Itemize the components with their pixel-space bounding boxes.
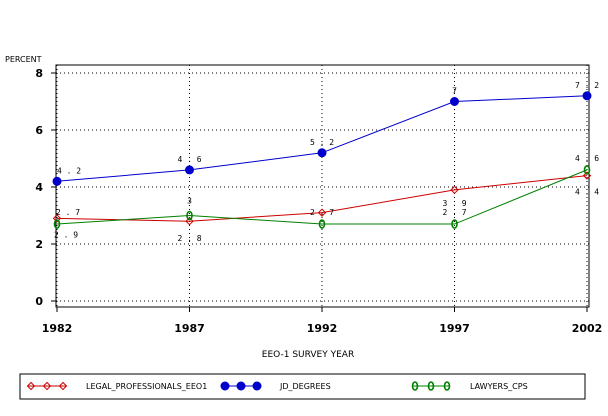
legend-label-lawyers-cps: LAWYERS_CPS [470,382,528,391]
x-tick-label: 1997 [439,322,470,335]
data-point-lawyers-cps [318,219,326,229]
grid [56,65,589,307]
data-label-jd-degrees: 4 . 6 [177,155,201,164]
legend-marker-legal-professionals-eeo1 [26,381,36,391]
legend-marker-jd-degrees [252,381,262,391]
legend-label-legal-professionals-eeo1: LEGAL_PROFESSIONALS_EEO1 [86,382,207,391]
series-group [52,91,592,229]
y-tick-label: 8 [35,67,43,80]
data-point-legal-professionals-eeo1 [317,208,327,217]
data-label-legal-professionals-eeo1: 3 . 9 [442,199,466,208]
x-axis: 1982 1987 1992 1997 2002 [42,307,603,335]
data-labels: 2 . 9 2 . 8 3 . 9 4 . 4 4 . 2 4 . 6 5 . 2 7 7 . … [54,81,599,243]
data-label-lawyers-cps: 2 . 7 [56,208,80,217]
legend-label-jd-degrees: JD_DEGREES [279,382,331,391]
data-point-legal-professionals-eeo1 [52,214,62,223]
data-label-legal-professionals-eeo1: 2 . 9 [54,230,78,239]
data-label-lawyers-cps: 2 . 7 [310,208,334,217]
y-axis-label: PERCENT [5,55,42,64]
data-label-jd-degrees: 7 . 2 [575,81,599,90]
data-point-lawyers-cps [186,210,193,221]
data-point-lawyers-cps [451,219,458,229]
legend-items: LEGAL_PROFESSIONALS_EEO1 JD_DEGREES LAWYER… [26,381,528,391]
data-label-lawyers-cps: 2 . 7 [442,208,466,217]
data-point-legal-professionals-eeo1 [185,216,194,226]
legend-marker-jd-degrees [236,381,246,391]
data-point-lawyers-cps [583,165,591,175]
data-point-legal-professionals-eeo1 [582,171,592,180]
legend-marker-legal-professionals-eeo1 [58,381,68,391]
series-line-lawyers-cps [56,169,588,225]
data-point-jd-degrees [52,176,62,186]
data-label-jd-degrees: 5 . 2 [310,138,334,147]
x-tick-label: 2002 [572,322,603,335]
y-tick-label: 6 [35,124,43,137]
y-axis: 0 2 4 6 8 [35,67,56,308]
data-label-jd-degrees: 7 [452,87,457,96]
legend [19,373,586,400]
x-tick-label: 1987 [174,322,205,335]
data-point-jd-degrees [582,91,592,101]
data-label-jd-degrees: 4 . 2 [57,166,81,175]
data-point-lawyers-cps [53,219,61,229]
data-point-jd-degrees [450,97,459,106]
x-axis-label: EEO-1 SURVEY YEAR [262,350,354,360]
data-point-legal-professionals-eeo1 [450,185,459,195]
x-tick-label: 1992 [307,322,338,335]
data-label-lawyers-cps: 4 . 6 [575,154,599,163]
y-tick-label: 0 [35,295,43,308]
series-line-legal-professionals-eeo1 [56,175,588,222]
y-tick-label: 2 [35,238,43,251]
data-point-jd-degrees [185,165,194,175]
legend-marker-lawyers-cps [443,381,451,391]
x-tick-label: 1982 [42,322,73,335]
legend-marker-lawyers-cps [411,381,419,391]
data-label-lawyers-cps: 3 [187,197,192,206]
legend-marker-legal-professionals-eeo1 [42,381,52,391]
data-label-legal-professionals-eeo1: 4 . 4 [575,188,599,197]
legend-marker-lawyers-cps [427,381,435,391]
y-tick-label: 4 [35,181,43,194]
data-point-jd-degrees [317,148,327,158]
legend-marker-jd-degrees [220,381,230,391]
data-label-legal-professionals-eeo1: 2 . 8 [177,234,201,243]
